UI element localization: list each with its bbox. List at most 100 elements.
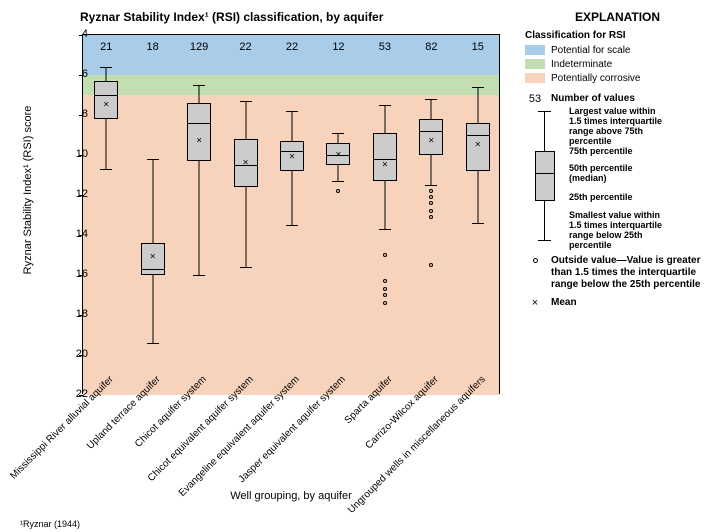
- circle-icon: [525, 255, 545, 266]
- legend-median: 50th percentile (median): [569, 164, 669, 184]
- outlier: [429, 189, 433, 193]
- whisker-cap: [472, 223, 484, 224]
- mean-mark: ×: [150, 252, 156, 263]
- chart-container: Ryznar Stability Index¹ (RSI) classifica…: [20, 10, 510, 510]
- whisker: [292, 171, 293, 225]
- legend-count-row: 53 Number of values: [525, 93, 710, 105]
- legend-box-block: Largest value within 1.5 times interquar…: [525, 111, 710, 241]
- whisker: [152, 159, 153, 243]
- whisker-cap: [425, 99, 437, 100]
- whisker: [431, 99, 432, 119]
- whisker: [292, 111, 293, 141]
- y-tick-label: 16: [58, 268, 88, 280]
- legend-band-row: Potential for scale: [525, 45, 710, 57]
- legend-band-row: Indeterminate: [525, 59, 710, 71]
- count-label: 21: [100, 41, 112, 53]
- y-tick-label: 6: [58, 68, 88, 80]
- whisker-cap: [286, 225, 298, 226]
- outlier: [429, 215, 433, 219]
- count-label: 18: [147, 41, 159, 53]
- median-line: [141, 269, 165, 270]
- whisker: [245, 187, 246, 267]
- outlier: [383, 279, 387, 283]
- whisker-cap: [147, 343, 159, 344]
- whisker-cap: [240, 101, 252, 102]
- whisker: [431, 155, 432, 185]
- mean-mark: ×: [382, 160, 388, 171]
- chart-title: Ryznar Stability Index¹ (RSI) classifica…: [80, 10, 510, 24]
- legend-swatch: [525, 73, 545, 83]
- legend: EXPLANATION Classification for RSI Poten…: [525, 10, 710, 311]
- y-tick-label: 20: [58, 348, 88, 360]
- y-tick-label: 12: [58, 188, 88, 200]
- legend-mean: Mean: [551, 297, 710, 309]
- legend-swatch: [525, 45, 545, 55]
- legend-bands: Potential for scale Indeterminate Potentia…: [525, 45, 710, 85]
- whisker-cap: [100, 169, 112, 170]
- band: [83, 75, 499, 95]
- count-label: 22: [239, 41, 251, 53]
- y-tick-label: 10: [58, 148, 88, 160]
- outlier: [429, 195, 433, 199]
- whisker-cap: [332, 133, 344, 134]
- whisker: [106, 67, 107, 81]
- outlier: [383, 293, 387, 297]
- legend-title: EXPLANATION: [525, 10, 710, 24]
- mean-mark: ×: [475, 140, 481, 151]
- outlier: [429, 201, 433, 205]
- legend-q1: 25th percentile: [569, 193, 669, 203]
- mean-mark: ×: [196, 136, 202, 147]
- legend-q3: 75th percentile: [569, 147, 669, 157]
- whisker: [106, 119, 107, 169]
- legend-outlier: Outside value—Value is greater than 1.5 …: [551, 255, 710, 291]
- mean-mark: ×: [336, 150, 342, 161]
- count-label: 12: [332, 41, 344, 53]
- outlier: [383, 287, 387, 291]
- legend-count-label: Number of values: [551, 93, 710, 105]
- whisker: [384, 181, 385, 229]
- boxplot-box: [373, 133, 397, 181]
- legend-outlier-row: Outside value—Value is greater than 1.5 …: [525, 255, 710, 291]
- y-tick-label: 14: [58, 228, 88, 240]
- legend-band-label: Indeterminate: [551, 59, 710, 71]
- mean-mark: ×: [103, 100, 109, 111]
- outlier: [383, 301, 387, 305]
- y-tick-label: 4: [58, 28, 88, 40]
- legend-mean-row: × Mean: [525, 297, 710, 309]
- whisker-cap: [379, 229, 391, 230]
- x-axis-label: Well grouping, by aquifer: [82, 490, 500, 502]
- legend-band-label: Potentially corrosive: [551, 73, 710, 85]
- y-tick-label: 8: [58, 108, 88, 120]
- whisker: [338, 165, 339, 181]
- mean-mark: ×: [428, 136, 434, 147]
- whisker-cap: [379, 105, 391, 106]
- median-line: [187, 123, 211, 124]
- plot-area: 21×18×129×22×22×12×53×82×15×: [82, 34, 500, 394]
- whisker-cap: [193, 275, 205, 276]
- outlier: [383, 253, 387, 257]
- whisker: [245, 101, 246, 139]
- legend-band-row: Potentially corrosive: [525, 73, 710, 85]
- legend-class-title: Classification for RSI: [525, 30, 710, 41]
- legend-lower-whisker: Smallest value within 1.5 times interqua…: [569, 211, 669, 251]
- whisker: [477, 87, 478, 123]
- whisker: [384, 105, 385, 133]
- legend-labels-col: Largest value within 1.5 times interquar…: [565, 111, 710, 241]
- x-mark-icon: ×: [525, 297, 545, 309]
- median-line: [94, 95, 118, 96]
- outlier: [336, 189, 340, 193]
- mean-mark: ×: [243, 158, 249, 169]
- count-label: 53: [379, 41, 391, 53]
- y-axis-label: Ryznar Stability Index¹ (RSI) score: [22, 106, 34, 275]
- whisker: [338, 133, 339, 143]
- mean-mark: ×: [289, 152, 295, 163]
- whisker: [199, 161, 200, 275]
- legend-band-label: Potential for scale: [551, 45, 710, 57]
- whisker-cap: [193, 85, 205, 86]
- whisker: [152, 275, 153, 343]
- whisker-cap: [240, 267, 252, 268]
- whisker: [477, 171, 478, 223]
- boxplot-box: [187, 103, 211, 161]
- whisker-cap: [332, 181, 344, 182]
- y-tick-label: 18: [58, 308, 88, 320]
